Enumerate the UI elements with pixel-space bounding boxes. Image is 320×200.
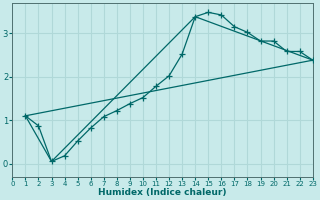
- X-axis label: Humidex (Indice chaleur): Humidex (Indice chaleur): [98, 188, 227, 197]
